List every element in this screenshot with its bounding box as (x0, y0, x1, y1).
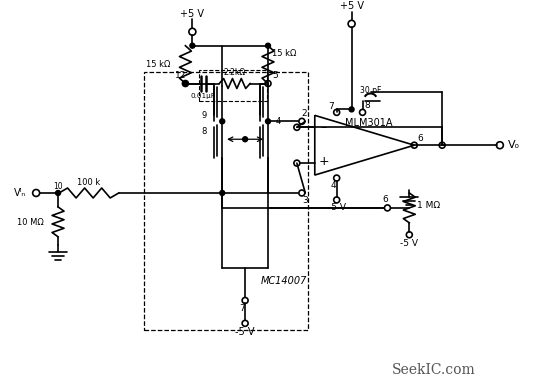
Text: +: + (318, 154, 329, 168)
Circle shape (55, 191, 61, 196)
Text: 7: 7 (239, 304, 245, 313)
Text: 9: 9 (202, 111, 207, 120)
Text: MLM301A: MLM301A (345, 118, 392, 128)
Circle shape (190, 43, 195, 48)
Text: +5 V: +5 V (339, 1, 364, 11)
Circle shape (266, 43, 271, 48)
Text: 6: 6 (417, 134, 423, 143)
Text: Vᴵₙ: Vᴵₙ (14, 188, 26, 198)
Text: 7: 7 (328, 102, 334, 111)
Circle shape (220, 191, 225, 196)
Text: –: – (321, 121, 327, 134)
Text: 2.2kΩ: 2.2kΩ (224, 68, 246, 77)
Text: 8: 8 (365, 101, 370, 110)
Text: +5 V: +5 V (180, 9, 204, 19)
Text: 8: 8 (202, 127, 207, 136)
Text: 15 kΩ: 15 kΩ (272, 49, 296, 58)
Circle shape (243, 137, 247, 142)
Text: -5 V: -5 V (235, 327, 255, 337)
Text: 5: 5 (272, 71, 278, 80)
Text: 12: 12 (175, 71, 186, 80)
Text: 4: 4 (276, 117, 281, 126)
Text: 4: 4 (331, 181, 337, 189)
Circle shape (220, 119, 225, 124)
Text: 10 MΩ: 10 MΩ (17, 218, 44, 227)
Text: 1 MΩ: 1 MΩ (417, 201, 441, 211)
Text: 100 k: 100 k (77, 178, 101, 187)
Text: 2: 2 (301, 109, 307, 118)
Text: MC14007: MC14007 (261, 276, 307, 285)
Text: -5 V: -5 V (400, 239, 419, 248)
Circle shape (349, 107, 354, 112)
Circle shape (266, 119, 271, 124)
Text: 3: 3 (302, 196, 308, 205)
Text: 30 pF: 30 pF (360, 86, 381, 95)
Text: Vₒ: Vₒ (508, 140, 520, 150)
Text: 10: 10 (53, 181, 63, 191)
Text: 6: 6 (383, 196, 388, 205)
Text: SeekIC.com: SeekIC.com (392, 363, 476, 377)
Text: -5 V: -5 V (328, 203, 346, 212)
Circle shape (183, 81, 188, 86)
Text: 15 kΩ: 15 kΩ (146, 60, 171, 69)
Text: 0.01μF: 0.01μF (191, 93, 216, 100)
